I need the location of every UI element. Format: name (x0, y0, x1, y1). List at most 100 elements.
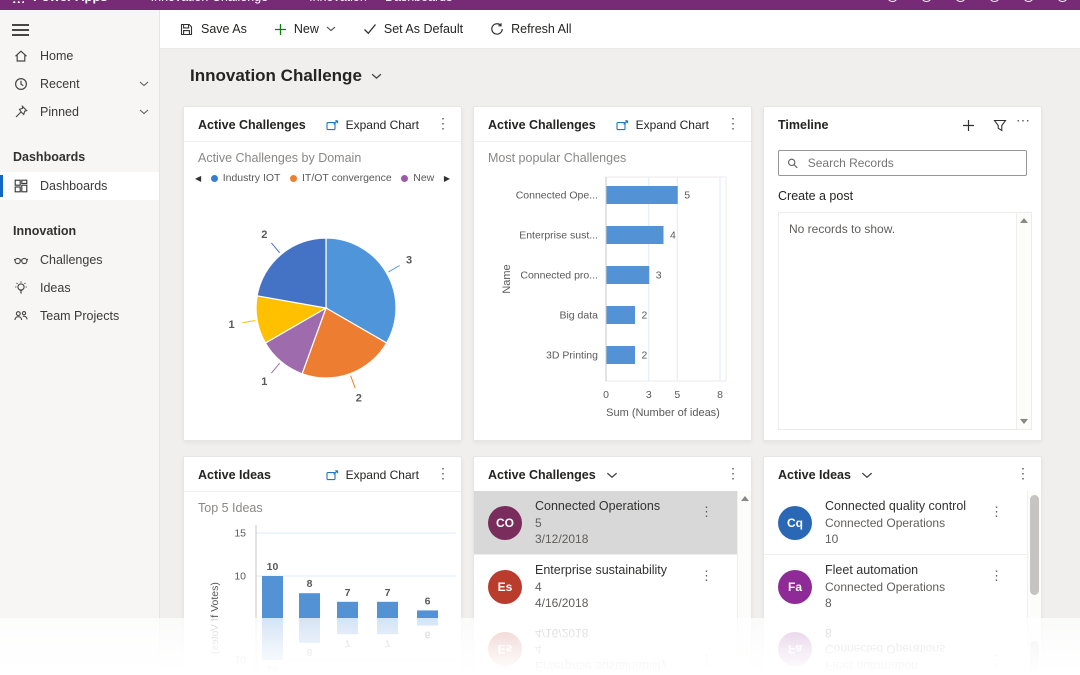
environment-name[interactable]: Innovation Challenge (151, 0, 268, 4)
expand-chart-button[interactable]: Expand Chart (326, 468, 419, 482)
more-options-icon[interactable]: ⋮ (1016, 465, 1030, 481)
svg-text:Enterprise sust...: Enterprise sust... (519, 230, 598, 242)
svg-text:7: 7 (345, 587, 351, 599)
chart-title: Most popular Challenges (488, 151, 627, 165)
app-name[interactable]: Power Apps (33, 0, 108, 4)
sidebar-item-dashboards[interactable]: Dashboards (0, 171, 159, 200)
list-item[interactable]: Fa Fleet automation Connected Operations… (764, 555, 1041, 618)
card-active-ideas-list: Active Ideas ⋮ Cq Connected quality cont… (763, 618, 1042, 675)
scrollbar[interactable] (737, 491, 751, 618)
svg-text:8: 8 (307, 578, 313, 590)
set-as-default-label: Set As Default (383, 22, 464, 36)
account-icon[interactable] (1057, 0, 1068, 2)
chevron-down-icon[interactable] (139, 81, 149, 87)
sidebar-item-challenges[interactable]: Challenges (0, 246, 159, 274)
svg-text:1: 1 (228, 319, 234, 331)
svg-text:7: 7 (385, 587, 391, 599)
waffle-icon[interactable] (12, 0, 24, 3)
chevron-down-icon[interactable] (139, 109, 149, 115)
legend-scroll-left-icon[interactable]: ◀ (195, 173, 202, 183)
scrollbar[interactable] (1016, 213, 1031, 429)
chart-legend: ◀ Industry IOT IT/OT convergence New ▶ (184, 165, 461, 184)
list-item[interactable]: CO Connected Operations 5 3/12/2018 ⋮ (474, 491, 751, 555)
pin-icon (15, 104, 28, 118)
new-label: New (293, 22, 319, 36)
create-post-label[interactable]: Create a post (778, 189, 854, 203)
expand-chart-button[interactable]: Expand Chart (616, 118, 709, 132)
scroll-thumb[interactable] (1030, 495, 1039, 595)
help-icon[interactable] (989, 0, 1000, 2)
column-chart: 1510108776Sum (Number of Votes) (209, 618, 456, 675)
set-as-default-button[interactable]: Set As Default (363, 22, 463, 36)
sidebar-item-ideas[interactable]: Ideas (0, 274, 159, 302)
sidebar-item-home[interactable]: Home (0, 42, 159, 70)
breadcrumb-area[interactable]: Innovation (309, 0, 367, 4)
chevron-down-icon[interactable] (371, 73, 382, 80)
search-records-input[interactable] (805, 155, 1018, 171)
search-icon (787, 158, 798, 168)
expand-chart-icon (326, 469, 338, 480)
svg-text:3: 3 (656, 270, 662, 282)
record-list: Cq Connected quality control Connected O… (764, 618, 1041, 675)
svg-text:8: 8 (717, 389, 723, 401)
chevron-down-icon[interactable] (606, 472, 618, 479)
environment-icon[interactable] (921, 0, 932, 2)
checkmark-icon (363, 24, 376, 35)
more-options-icon[interactable]: ⋮ (436, 465, 450, 481)
timeline-feed: No records to show. (778, 212, 1032, 430)
expand-chart-button[interactable]: Expand Chart (326, 118, 419, 132)
svg-text:6: 6 (425, 595, 431, 607)
hamburger-menu-icon[interactable] (12, 24, 29, 36)
breadcrumb-separator: › (374, 0, 378, 4)
card-active-challenges-list: Active Challenges ⋮ CO Connected Operati… (473, 618, 752, 675)
scrollbar[interactable] (1027, 491, 1041, 618)
chart-title: Active Challenges by Domain (198, 151, 362, 165)
pie-chart: 3 2 1 1 2 (228, 229, 412, 405)
bell-icon[interactable] (1023, 0, 1034, 2)
gear-icon[interactable] (955, 0, 966, 2)
scroll-up-icon[interactable] (741, 496, 749, 501)
card-active-ideas-chart: Active Ideas Expand Chart ⋮ Top 5 Ideas … (183, 618, 462, 675)
more-options-icon[interactable]: ⋮ (726, 115, 740, 131)
legend-dot (401, 174, 409, 182)
filter-icon[interactable] (993, 119, 1007, 132)
scroll-up-icon[interactable] (1020, 218, 1028, 223)
list-item[interactable]: Es Enterprise sustainability 4 4/16/2018… (474, 555, 751, 618)
row-more-icon[interactable]: ⋮ (700, 504, 713, 519)
sidebar-item-pinned[interactable]: Pinned (0, 98, 159, 126)
save-as-button[interactable]: Save As (179, 22, 247, 37)
chevron-down-icon[interactable] (861, 472, 873, 479)
svg-text:Sum (Number of ideas): Sum (Number of ideas) (606, 407, 720, 419)
new-button[interactable]: New (274, 22, 336, 36)
search-icon[interactable] (887, 0, 898, 2)
row-more-icon[interactable]: ⋮ (990, 504, 1003, 519)
sidebar-item-label: Dashboards (40, 178, 108, 193)
more-commands-icon[interactable]: ⋯ (1016, 112, 1030, 128)
sidebar-item-recent[interactable]: Recent (0, 70, 159, 98)
sidebar-item-team-projects[interactable]: Team Projects (0, 302, 159, 330)
breadcrumb-page[interactable]: Dashboards (385, 0, 452, 4)
add-post-icon[interactable] (962, 119, 975, 132)
card-active-challenges-list: Active Challenges ⋮ CO Connected Operati… (473, 456, 752, 618)
avatar: Es (488, 569, 522, 604)
chart-title: Top 5 Ideas (198, 501, 263, 515)
legend-scroll-right-icon[interactable]: ▶ (443, 173, 450, 183)
row-more-icon[interactable]: ⋮ (990, 568, 1003, 583)
list-item[interactable]: Cq Connected quality control Connected O… (764, 491, 1041, 555)
top-app-bar: Power Apps Innovation Challenge Innovati… (0, 0, 1080, 10)
refresh-all-label: Refresh All (511, 22, 572, 36)
clock-icon (14, 77, 28, 90)
more-options-icon[interactable]: ⋮ (436, 115, 450, 131)
svg-text:1: 1 (261, 376, 267, 388)
refresh-icon (491, 23, 503, 35)
app-window: Power Apps Innovation Challenge Innovati… (0, 0, 1080, 618)
svg-text:3: 3 (406, 255, 412, 267)
legend-entry: New (401, 172, 434, 184)
record-list: Cq Connected quality control Connected O… (764, 491, 1041, 618)
card-active-challenges-bar: Active Challenges Expand Chart ⋮ Most po… (473, 106, 752, 441)
more-options-icon[interactable]: ⋮ (726, 465, 740, 481)
row-more-icon[interactable]: ⋮ (700, 568, 713, 583)
scroll-down-icon[interactable] (1020, 419, 1028, 424)
refresh-all-button[interactable]: Refresh All (490, 22, 572, 36)
scrollbar (1027, 618, 1041, 675)
